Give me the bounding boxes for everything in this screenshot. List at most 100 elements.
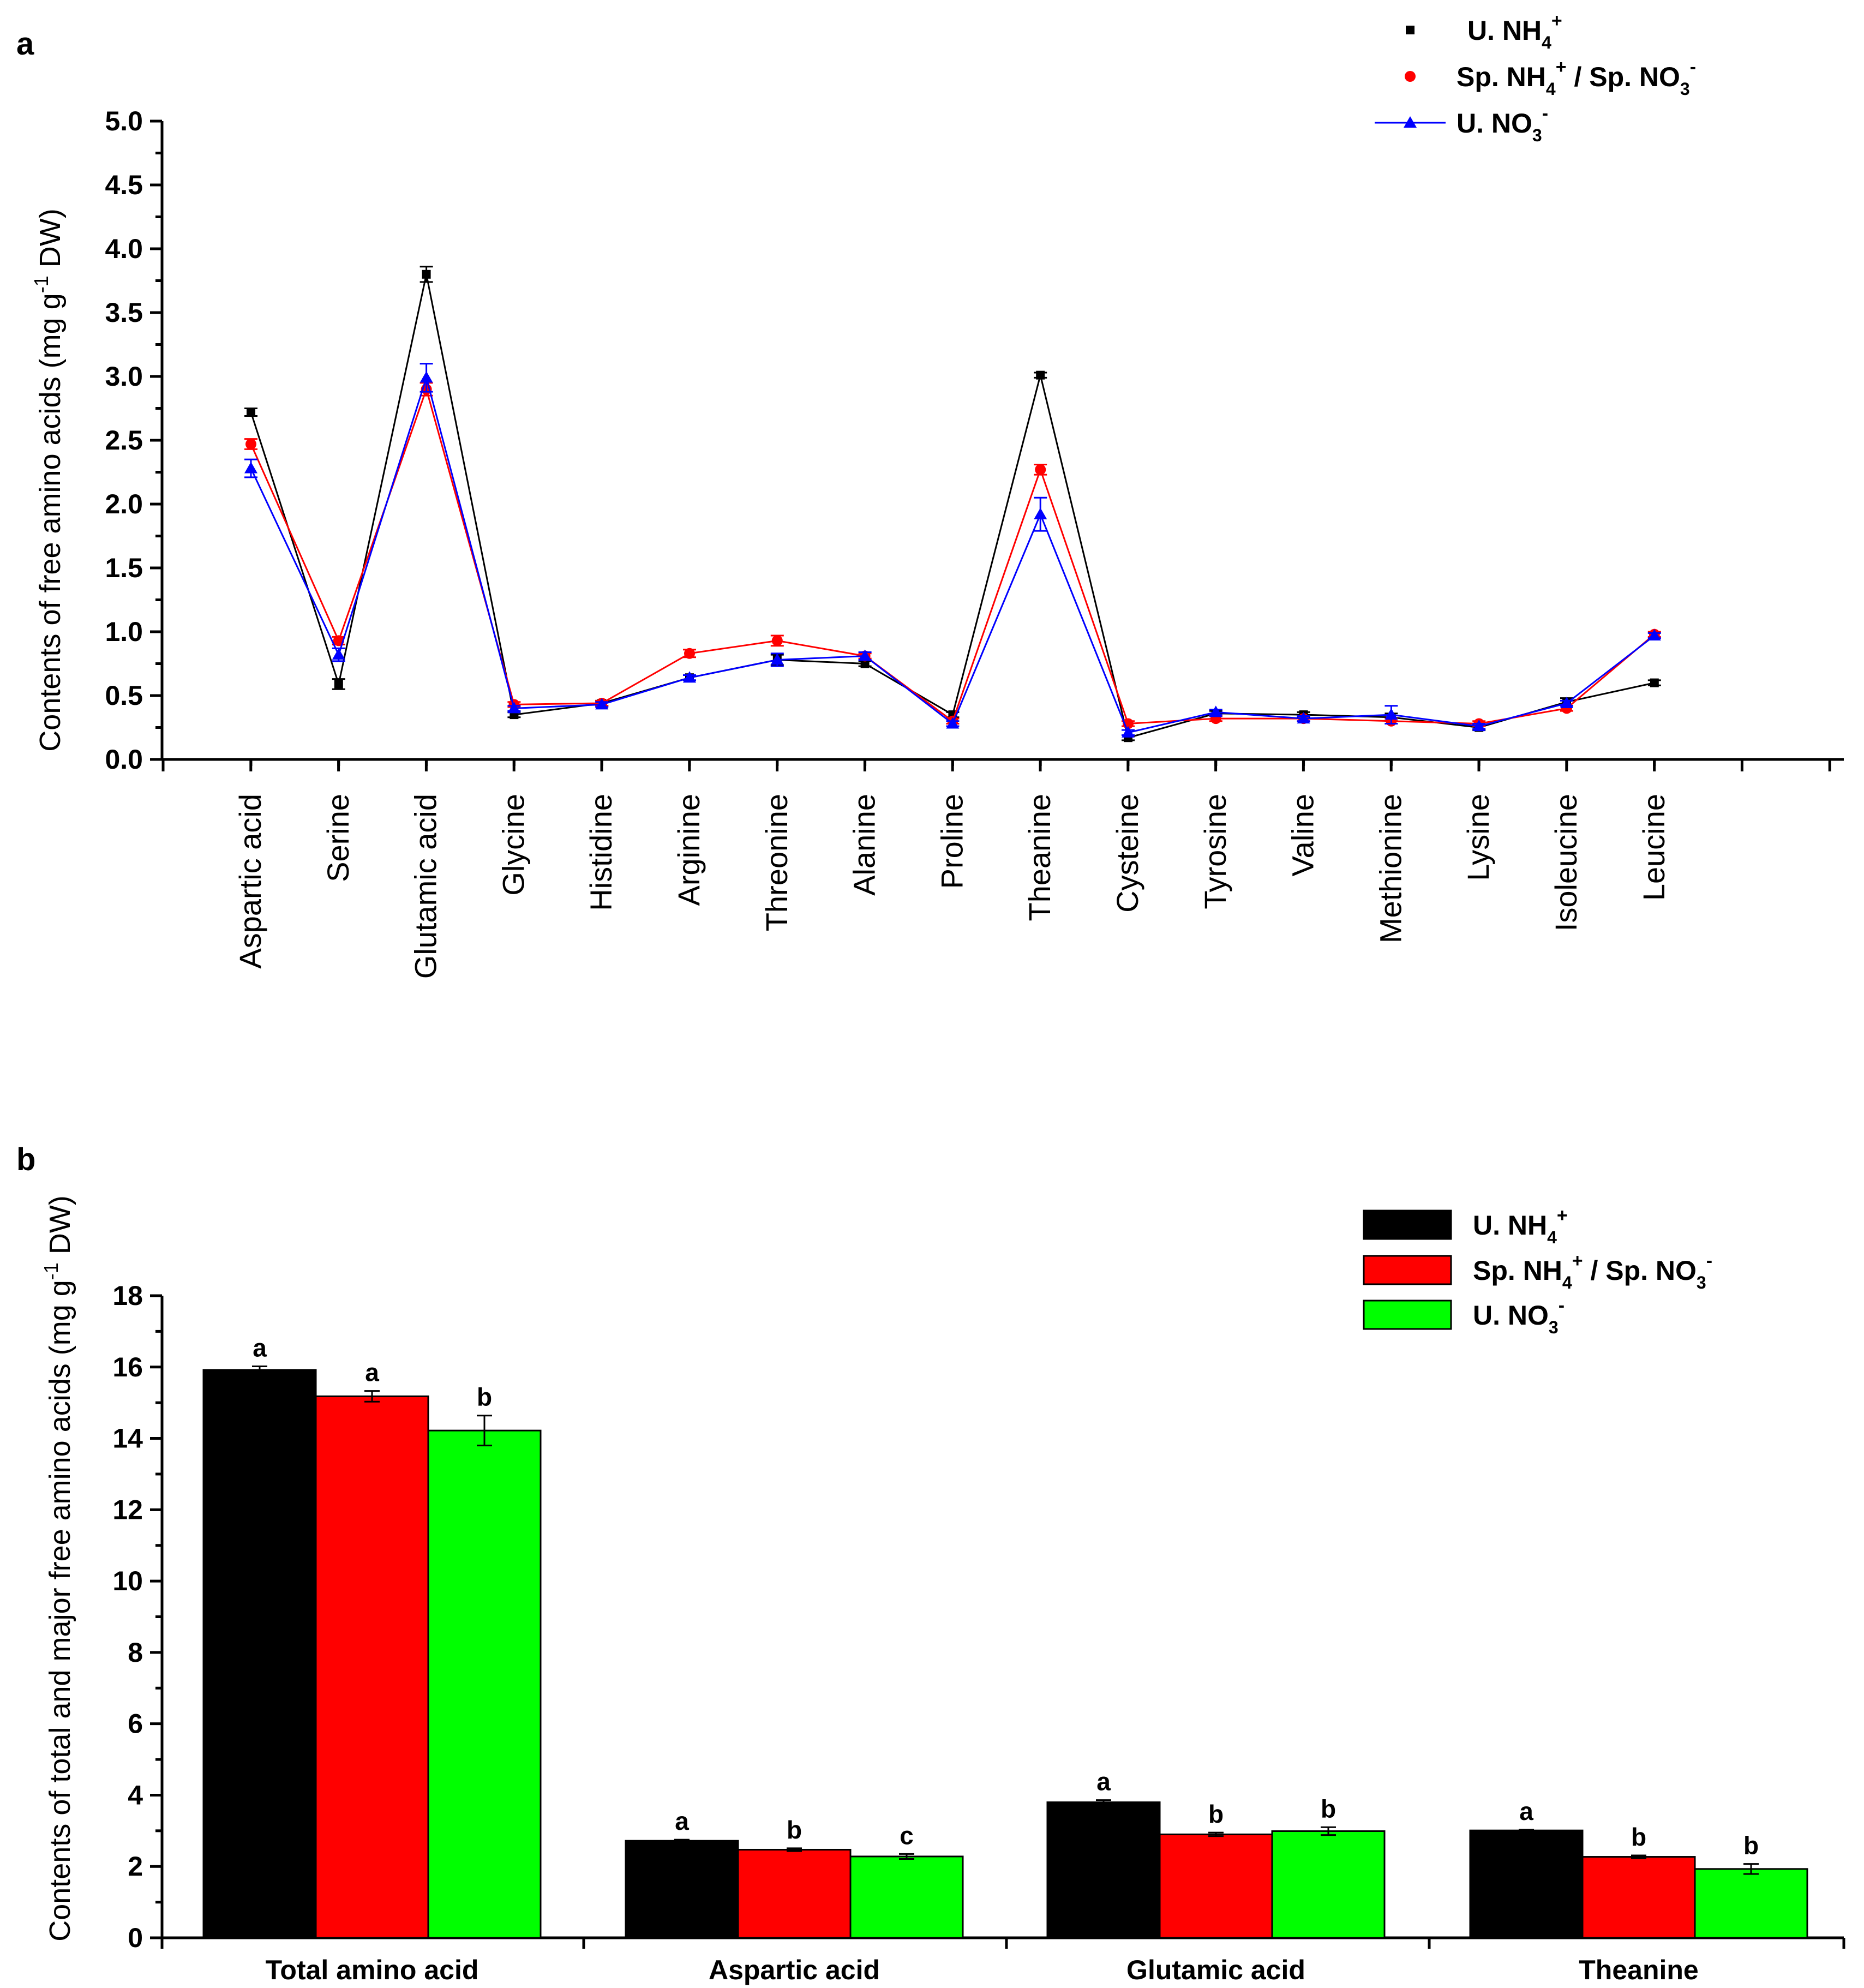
panel-b-bar (1694, 1868, 1808, 1939)
panel-b-y-tick-label: 0 (128, 1923, 143, 1953)
panel-a-series-line (250, 386, 1655, 725)
panel-a-legend-marker (1406, 26, 1415, 34)
panel-b-legend-item-1: Sp. NH4+ / Sp. NO3- (1363, 1250, 1712, 1292)
panel-b-letter: b (16, 1142, 35, 1177)
panel-b-y-tick-labels: 0 2 4 6 8 10 12 14 16 18 (112, 1280, 143, 1953)
panel-b-significance-label: c (900, 1821, 914, 1849)
panel-b-x-category-label: Total amino acid (266, 1955, 479, 1985)
panel-b-significance-label: a (675, 1807, 689, 1835)
panel-a-data-point (1209, 705, 1222, 717)
panel-a-letter: a (16, 26, 34, 62)
panel-b-x-category-labels: Total amino acid Aspartic acid Glutamic ac… (266, 1955, 1699, 1985)
panel-b-legend-label: U. NH4+ (1473, 1205, 1568, 1247)
panel-b-bar (1271, 1830, 1386, 1939)
panel-a-x-category-label: Methionine (1373, 794, 1407, 943)
panel-a-data-point (771, 635, 783, 646)
panel-a-legend-marker (1404, 116, 1417, 128)
panel-a-data-point (1122, 726, 1135, 738)
panel-b-legend-item-0: U. NH4+ (1363, 1205, 1568, 1247)
panel-a-data-point (244, 462, 257, 474)
panel-b-y-tick-label: 16 (112, 1352, 143, 1382)
panel-a-x-category-label: Alanine (847, 794, 882, 896)
panel-a-y-tick-label: 2.0 (105, 489, 143, 519)
panel-b-significance-label: a (1519, 1797, 1533, 1825)
panel-b-bar (315, 1395, 429, 1939)
panel-a-data-point (1035, 464, 1046, 475)
panel-a-data-point (1034, 507, 1047, 519)
panel-b-y-tick-label: 14 (112, 1423, 143, 1454)
panel-b-x-category-label: Glutamic acid (1126, 1955, 1305, 1985)
panel-a-x-category-label: Valine (1286, 794, 1320, 877)
panel-a-x-category-label: Leucine (1637, 794, 1671, 901)
panel-b-bars: a a b a b c a b b a b b (202, 1333, 1808, 1939)
panel-a-legend-item-2: U. NO3- (1375, 103, 1548, 145)
panel-a-data-point (1036, 370, 1045, 380)
panel-a-x-category-labels: Aspartic acid Serine Glutamic acid Glycine H… (233, 794, 1671, 979)
panel-b-legend-item-2: U. NO3- (1363, 1295, 1565, 1337)
panel-b-bar (1159, 1833, 1273, 1939)
panel-b-legend-label: U. NO3- (1473, 1295, 1565, 1337)
panel-a-data-point (247, 408, 255, 417)
panel-a-x-category-label: Tyrosine (1198, 794, 1232, 909)
panel-a-data-point (683, 671, 696, 683)
panel-b-bar (1581, 1856, 1696, 1939)
panel-b-y-axis-label: Contents of total and major free amino a… (40, 1195, 76, 1942)
panel-b-significance-label: b (477, 1383, 492, 1411)
panel-a-data-point (1650, 678, 1659, 687)
panel-b-y-tick-label: 10 (112, 1566, 143, 1596)
panel-a-x-category-label: Serine (321, 794, 355, 882)
panel-a-data-point (860, 659, 870, 668)
panel-a-series-line (250, 274, 1655, 739)
panel-b-significance-label: b (1321, 1794, 1336, 1823)
panel-a-x-category-label: Theanine (1022, 794, 1057, 921)
panel-a-x-category-label: Lysine (1461, 794, 1495, 881)
panel-b-significance-label: b (1208, 1800, 1224, 1828)
panel-a-legend-label: Sp. NH4+ / Sp. NO3- (1457, 57, 1696, 99)
panel-a-series-2 (244, 363, 1661, 738)
panel-a-data-point (946, 717, 960, 729)
panel-b-significance-label: b (1631, 1823, 1646, 1851)
panel-a-data-point (1472, 720, 1486, 732)
panel-b-y-tick-label: 4 (128, 1780, 143, 1810)
panel-b-legend-label: Sp. NH4+ / Sp. NO3- (1473, 1250, 1712, 1292)
panel-b-y-tick-label: 6 (128, 1709, 143, 1739)
panel-a-data-point (684, 648, 695, 659)
panel-a-data-point (419, 371, 433, 383)
panel-a-data-point (245, 439, 256, 450)
panel-b-x-category-label: Aspartic acid (709, 1955, 880, 1985)
panel-b-bar (427, 1429, 542, 1939)
panel-a-series-0 (244, 266, 1661, 742)
panel-a-x-category-label: Arginine (672, 794, 706, 906)
panel-a-legend: U. NH4+ Sp. NH4+ / Sp. NO3-U. NO3- (1375, 10, 1696, 145)
panel-b-significance-label: a (253, 1333, 267, 1362)
panel-a-y-tick-label: 3.5 (105, 297, 143, 328)
panel-a-y-tick-labels: 0.0 0.5 1.0 1.5 2.0 2.5 3.0 3.5 4.0 4.5 5.0 (105, 106, 143, 775)
panel-a-legend-label: U. NH4+ (1467, 10, 1562, 52)
panel-a-y-tick-label: 5.0 (105, 106, 143, 136)
panel-a-x-category-label: Isoleucine (1549, 794, 1583, 931)
panel-a-data-point (770, 653, 784, 665)
panel-a-x-category-label: Glutamic acid (409, 794, 443, 979)
panel-a-x-category-label: Aspartic acid (233, 794, 267, 969)
panel-a-y-tick-label: 3.0 (105, 361, 143, 392)
panel-a-x-category-label: Glycine (496, 794, 530, 896)
panel-a-data-point (595, 698, 609, 710)
panel-b-significance-label: b (787, 1816, 802, 1844)
panel-a-data-point (507, 702, 521, 714)
panel-a-data-point (422, 270, 431, 279)
panel-b-y-tick-label: 18 (112, 1280, 143, 1311)
panel-b-significance-label: a (365, 1358, 379, 1387)
panel-b-legend-swatch (1363, 1255, 1452, 1285)
panel-a-x-category-label: Proline (934, 794, 969, 889)
panel-a-data-point (332, 648, 345, 660)
panel-a-y-tick-label: 4.5 (105, 170, 143, 200)
panel-a-legend-item-0: U. NH4+ (1406, 10, 1562, 52)
panel-b-significance-label: b (1743, 1831, 1759, 1860)
panel-b-legend-swatch (1363, 1209, 1452, 1240)
panel-b-y-tick-label: 2 (128, 1851, 143, 1882)
panel-a-data-point (1297, 712, 1310, 724)
panel-a-line-chart: a 0.0 0.5 1.0 1.5 2.0 2.5 3.0 3.5 4.0 4.5 5.0 Aspa… (16, 10, 1844, 979)
panel-b-y-tick-label: 8 (128, 1637, 143, 1668)
panel-a-legend-label: U. NO3- (1457, 103, 1548, 145)
